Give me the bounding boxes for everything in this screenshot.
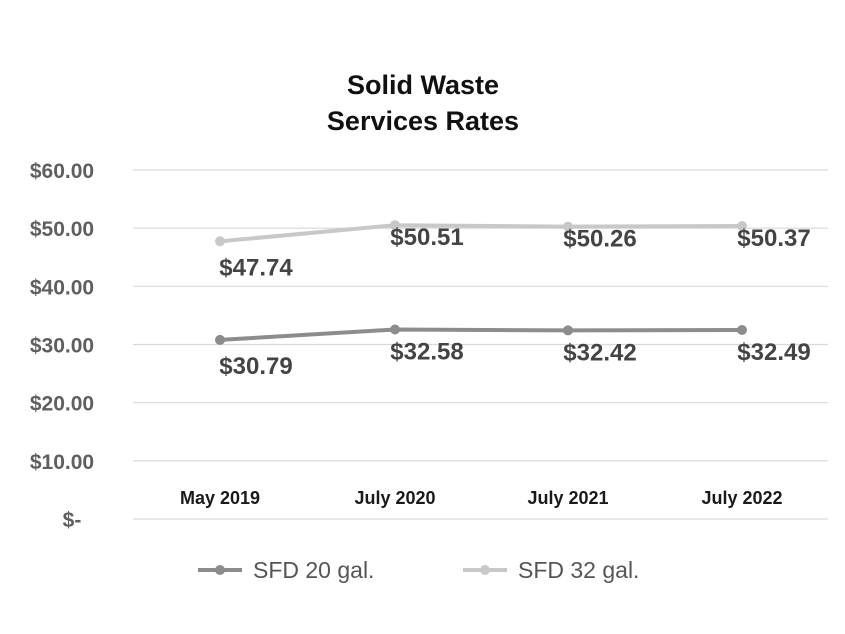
y-tick-label: $30.00	[30, 335, 94, 358]
series-line	[218, 327, 744, 342]
legend-swatch-marker	[480, 565, 490, 575]
data-point	[737, 325, 747, 336]
chart-title: Solid Waste Services Rates	[327, 70, 519, 136]
series-line	[218, 223, 744, 244]
y-tick-label: $20.00	[30, 393, 94, 416]
data-point	[390, 324, 400, 335]
x-axis-tick-labels: May 2019 July 2020 July 2021 July 2022	[180, 488, 783, 508]
data-series: $30.79 $32.58 $32.42 $32.49 $47.74 $50.51 $50.…	[215, 220, 811, 380]
data-point	[215, 334, 225, 345]
y-axis-tick-labels: $60.00 $50.00 $40.00 $30.00 $20.00 $10.00 $-	[30, 160, 94, 532]
legend: SFD 20 gal. SFD 32 gal.	[198, 557, 639, 583]
data-label: $47.74	[219, 254, 293, 281]
data-point	[390, 220, 400, 231]
data-point	[215, 236, 225, 247]
data-label: $30.79	[219, 353, 292, 380]
legend-item: SFD 20 gal.	[198, 557, 374, 583]
y-tick-label: $40.00	[30, 276, 94, 299]
data-label: $50.26	[563, 226, 636, 253]
x-tick-label: July 2022	[701, 488, 782, 508]
x-tick-label: July 2021	[527, 488, 608, 508]
legend-swatch-marker	[215, 565, 225, 575]
series-sfd-20-gal: $30.79 $32.58 $32.42 $32.49	[215, 324, 811, 380]
data-label: $32.42	[563, 339, 636, 366]
y-tick-label: $50.00	[30, 218, 94, 241]
gridlines	[133, 169, 828, 520]
series-sfd-32-gal: $47.74 $50.51 $50.26 $50.37	[215, 220, 811, 281]
legend-label: SFD 20 gal.	[253, 557, 374, 583]
legend-label: SFD 32 gal.	[518, 557, 639, 583]
chart-title-line-1: Solid Waste	[347, 70, 499, 100]
legend-item: SFD 32 gal.	[463, 557, 639, 583]
y-tick-label: $-	[63, 509, 82, 532]
data-label: $50.51	[390, 224, 463, 251]
x-tick-label: May 2019	[180, 488, 260, 508]
data-label: $32.49	[737, 339, 810, 366]
y-tick-label: $60.00	[30, 160, 94, 183]
chart-title-line-2: Services Rates	[327, 106, 519, 136]
data-label: $50.37	[737, 225, 810, 252]
x-tick-label: July 2020	[354, 488, 435, 508]
y-tick-label: $10.00	[30, 451, 94, 474]
data-point	[563, 221, 573, 232]
data-label: $32.58	[390, 338, 463, 365]
data-point	[563, 325, 573, 336]
data-point	[737, 221, 747, 232]
